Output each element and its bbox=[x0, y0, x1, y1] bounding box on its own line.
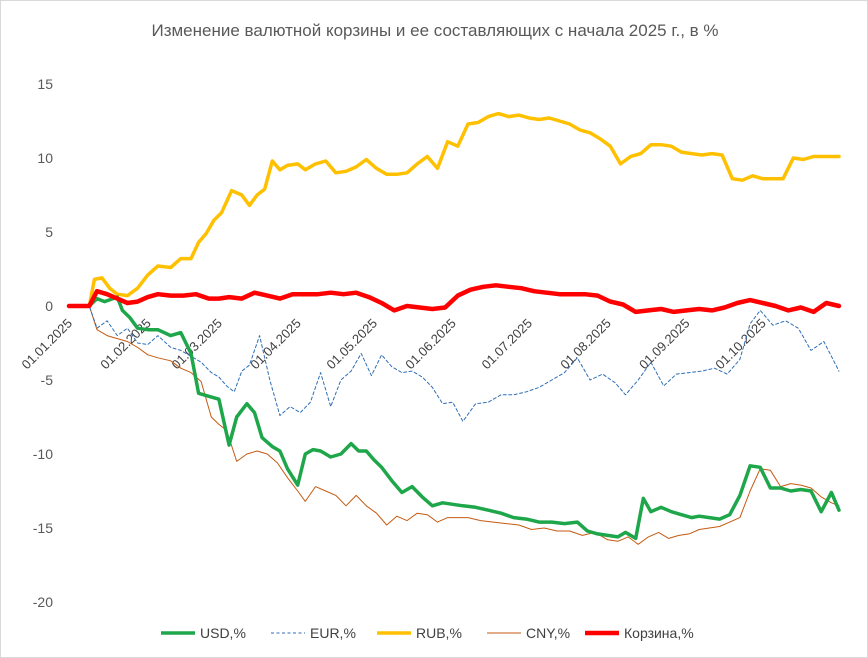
series-layer bbox=[66, 111, 842, 545]
x-tick-label: 01.05.2025 bbox=[323, 316, 380, 373]
x-tick-label: 01.06.2025 bbox=[402, 316, 459, 373]
x-tick-label: 01.10.2025 bbox=[712, 316, 769, 373]
legend-label: CNY,% bbox=[526, 625, 570, 641]
y-tick-label: 15 bbox=[37, 76, 53, 92]
x-tick-label: 01.07.2025 bbox=[478, 316, 535, 373]
y-tick-label: -15 bbox=[33, 520, 53, 536]
y-tick-label: 0 bbox=[45, 298, 53, 314]
y-tick-label: 5 bbox=[45, 224, 53, 240]
x-tick-label: 01.04.2025 bbox=[247, 316, 304, 373]
x-tick-label: 01.01.2025 bbox=[18, 316, 75, 373]
y-tick-label: -5 bbox=[41, 372, 54, 388]
legend-label: USD,% bbox=[200, 625, 246, 641]
series-line-3 bbox=[68, 305, 840, 545]
series-line-0 bbox=[67, 295, 841, 541]
x-tick-label: 01.09.2025 bbox=[636, 316, 693, 373]
y-tick-label: -10 bbox=[33, 446, 53, 462]
chart-title: Изменение валютной корзины и ее составля… bbox=[151, 21, 718, 40]
legend-label: EUR,% bbox=[310, 625, 356, 641]
legend-label: Корзина,% bbox=[624, 625, 694, 641]
legend-label: RUB,% bbox=[416, 625, 462, 641]
series-line-4 bbox=[66, 283, 842, 315]
x-tick-label: 01.03.2025 bbox=[168, 316, 225, 373]
x-tick-label: 01.08.2025 bbox=[557, 316, 614, 373]
series-line-1 bbox=[68, 305, 840, 422]
y-axis-labels: 15 10 5 0 -5 -10 -15 -20 bbox=[33, 76, 53, 610]
series-line-2 bbox=[67, 111, 841, 308]
y-tick-label: 10 bbox=[37, 150, 53, 166]
legend: USD,% EUR,% RUB,% CNY,% Корзина,% bbox=[161, 625, 694, 641]
y-tick-label: -20 bbox=[33, 594, 53, 610]
